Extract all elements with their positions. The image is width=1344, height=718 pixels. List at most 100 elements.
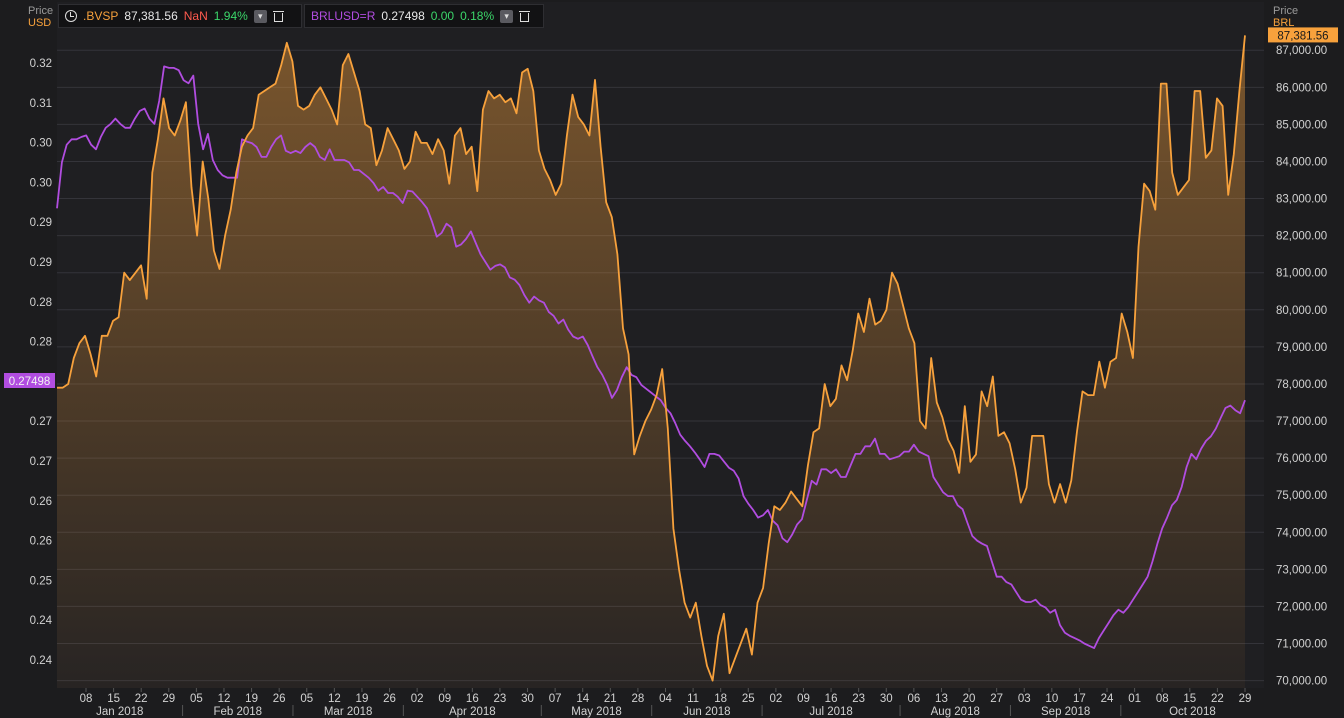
right-tick-label: 78,000.00 — [1276, 379, 1327, 391]
x-day-label: 09 — [438, 693, 451, 705]
legend-bvsp[interactable]: .BVSP 87,381.56 NaN 1.94% ▾ — [58, 4, 302, 28]
left-tick-label: 0.26 — [30, 536, 52, 548]
x-day-label: 09 — [797, 693, 810, 705]
right-tick-label: 70,000.00 — [1276, 676, 1327, 688]
trash-icon[interactable] — [272, 10, 284, 23]
x-day-label: 23 — [852, 693, 865, 705]
x-month-label: Oct 2018 — [1169, 706, 1216, 718]
legend-change: 0.00 — [430, 9, 455, 23]
x-month-label: Jul 2018 — [809, 706, 852, 718]
left-tick-label: 0.30 — [30, 138, 52, 150]
right-tick-label: 72,000.00 — [1276, 601, 1327, 613]
legend-brlusd[interactable]: BRLUSD=R 0.27498 0.00 0.18% ▾ — [304, 4, 544, 28]
left-tick-label: 0.31 — [30, 98, 52, 110]
legend-symbol: BRLUSD=R — [311, 9, 376, 23]
left-tick-label: 0.27 — [30, 416, 52, 428]
x-day-label: 28 — [632, 693, 645, 705]
x-day-label: 20 — [963, 693, 976, 705]
bvsp-area — [57, 35, 1245, 688]
right-tick-label: 79,000.00 — [1276, 342, 1327, 354]
x-month-label: Aug 2018 — [931, 706, 980, 718]
x-day-label: 11 — [687, 693, 699, 705]
x-day-label: 17 — [1073, 693, 1086, 705]
left-tick-label: 0.24 — [30, 615, 53, 627]
left-tick-label: 0.26 — [30, 496, 52, 508]
right-tick-label: 75,000.00 — [1276, 490, 1327, 502]
x-day-label: 27 — [990, 693, 1003, 705]
x-day-label: 05 — [190, 693, 203, 705]
x-day-label: 30 — [521, 693, 534, 705]
x-day-label: 19 — [245, 693, 258, 705]
right-tick-label: 74,000.00 — [1276, 527, 1327, 539]
left-axis-price-label: Price — [28, 5, 54, 17]
bvsp-line — [57, 35, 1246, 682]
legend-pct: 0.18% — [460, 9, 495, 23]
x-month-label: Apr 2018 — [449, 706, 496, 718]
x-day-label: 21 — [604, 693, 617, 705]
x-day-label: 22 — [135, 693, 148, 705]
bvsp-last-value: 87,381.56 — [1277, 30, 1328, 42]
trash-icon[interactable] — [519, 10, 531, 23]
legend-pct: 1.94% — [213, 9, 248, 23]
x-day-label: 02 — [411, 693, 424, 705]
chevron-down-icon[interactable]: ▾ — [253, 9, 267, 23]
x-day-label: 15 — [107, 693, 120, 705]
right-tick-label: 80,000.00 — [1276, 305, 1327, 317]
x-day-label: 02 — [769, 693, 782, 705]
x-day-label: 22 — [1211, 693, 1224, 705]
clock-icon[interactable] — [65, 10, 77, 22]
x-month-label: Mar 2018 — [324, 706, 373, 718]
x-day-label: 12 — [328, 693, 341, 705]
right-tick-label: 77,000.00 — [1276, 416, 1327, 428]
left-tick-label: 0.29 — [30, 257, 52, 269]
legend-value: 0.27498 — [381, 9, 425, 23]
left-tick-label: 0.30 — [30, 177, 52, 189]
right-tick-label: 83,000.00 — [1276, 194, 1327, 206]
x-day-label: 13 — [935, 693, 948, 705]
right-tick-label: 82,000.00 — [1276, 231, 1327, 243]
chevron-down-icon[interactable]: ▾ — [500, 9, 514, 23]
right-axis-title: Price BRL — [1273, 5, 1298, 29]
brlusd-last-tag — [4, 373, 55, 388]
right-tick-label: 87,000.00 — [1276, 45, 1327, 57]
right-tick-label: 76,000.00 — [1276, 453, 1327, 465]
left-axis-unit: USD — [28, 17, 52, 29]
brlusd-line — [56, 65, 1246, 649]
legend-change: NaN — [183, 9, 208, 23]
left-tick-label: 0.25 — [30, 575, 52, 587]
x-day-label: 05 — [300, 693, 313, 705]
left-tick-label: 0.32 — [30, 58, 52, 70]
legend-value: 87,381.56 — [124, 9, 178, 23]
right-tick-label: 71,000.00 — [1276, 639, 1327, 651]
x-day-label: 08 — [80, 693, 93, 705]
x-day-label: 24 — [1101, 693, 1114, 705]
right-axis-unit: BRL — [1273, 17, 1295, 29]
x-day-label: 23 — [494, 693, 507, 705]
right-tick-label: 73,000.00 — [1276, 564, 1327, 576]
x-month-label: Sep 2018 — [1041, 706, 1090, 718]
x-day-label: 29 — [1239, 693, 1252, 705]
left-tick-label: 0.28 — [30, 297, 52, 309]
x-day-label: 01 — [1128, 693, 1141, 705]
x-day-label: 16 — [466, 693, 479, 705]
left-tick-label: 0.27 — [30, 456, 52, 468]
x-day-label: 26 — [273, 693, 286, 705]
x-day-label: 25 — [742, 693, 755, 705]
x-day-label: 07 — [549, 693, 562, 705]
left-tick-label: 0.24 — [30, 655, 53, 667]
x-month-label: Jun 2018 — [683, 706, 730, 718]
x-day-label: 03 — [1018, 693, 1031, 705]
left-axis-title: Price USD — [28, 5, 53, 29]
bvsp-last-tag — [1268, 27, 1338, 43]
x-month-label: Jan 2018 — [96, 706, 143, 718]
x-day-label: 30 — [880, 693, 893, 705]
x-day-label: 26 — [383, 693, 396, 705]
right-axis-price-label: Price — [1273, 5, 1299, 17]
x-day-label: 12 — [218, 693, 231, 705]
x-day-label: 29 — [162, 693, 175, 705]
x-day-label: 06 — [907, 693, 920, 705]
left-tick-label: 0.28 — [30, 337, 52, 349]
x-day-label: 14 — [576, 693, 589, 705]
right-tick-label: 85,000.00 — [1276, 119, 1327, 131]
